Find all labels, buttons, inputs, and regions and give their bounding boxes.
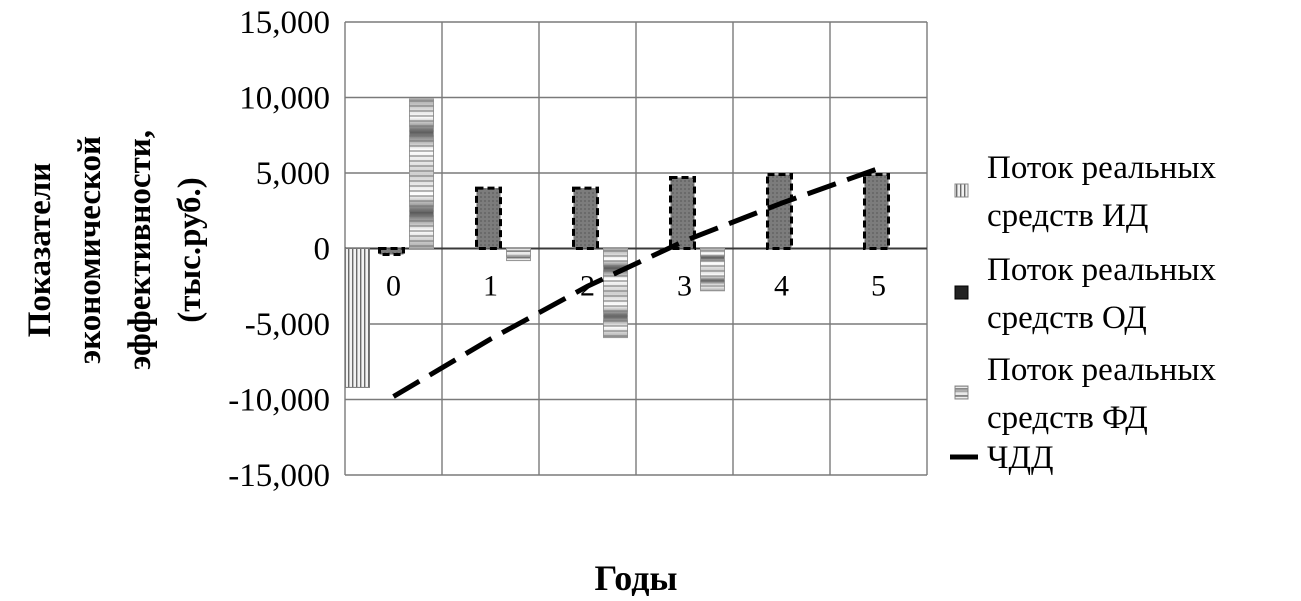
grid bbox=[344, 21, 928, 476]
bar-id bbox=[345, 248, 370, 388]
legend-label: Поток реальных средств ИД bbox=[987, 150, 1217, 234]
bar-od bbox=[766, 173, 793, 250]
y-tick-label: -5,000 bbox=[245, 307, 330, 343]
y-tick-label: 5,000 bbox=[256, 156, 330, 192]
y-axis-title-line: (тыс.руб.) bbox=[172, 177, 208, 323]
x-axis-title: Годы bbox=[594, 558, 677, 596]
y-tick-label: -10,000 bbox=[228, 383, 330, 419]
legend-symbol bbox=[954, 285, 969, 300]
legend-symbol bbox=[954, 183, 969, 198]
axis-labels: Показатели экономической эффективности, (ты… bbox=[22, 130, 678, 598]
legend: Поток реальных средств ИД Поток реальных ср… bbox=[950, 150, 1217, 476]
bar-od bbox=[863, 173, 890, 250]
tick-labels: 15,000 10,000 5,000 0 -5,000 -10,000 -15,000 0 1… bbox=[228, 5, 886, 494]
x-tick-label: 5 bbox=[871, 270, 886, 303]
y-tick-label: 10,000 bbox=[239, 81, 330, 117]
x-tick-label: 0 bbox=[386, 270, 401, 303]
legend-symbol-texture bbox=[955, 386, 968, 399]
bar-fd-texture bbox=[409, 99, 434, 249]
bar-fd-texture bbox=[700, 248, 725, 291]
line-series bbox=[392, 166, 880, 399]
y-axis-title-line: экономической bbox=[72, 136, 108, 364]
bar-od bbox=[572, 186, 599, 251]
x-tick-label: 4 bbox=[774, 270, 789, 303]
y-tick-label: 15,000 bbox=[239, 5, 330, 41]
x-tick-label: 3 bbox=[677, 270, 692, 303]
y-tick-label: -15,000 bbox=[228, 458, 330, 494]
y-axis-title-line: эффективности, bbox=[122, 130, 158, 370]
npv-line bbox=[392, 166, 880, 399]
bar-od bbox=[378, 247, 405, 257]
legend-label: ЧДД bbox=[987, 440, 1053, 476]
y-tick-label: 0 bbox=[314, 232, 331, 268]
x-tick-label: 1 bbox=[483, 270, 498, 303]
y-axis-title-line: Показатели bbox=[22, 163, 58, 337]
bar-fd-texture bbox=[603, 248, 628, 338]
bars bbox=[345, 98, 890, 388]
y-axis-title: Показатели экономической эффективности, (ты… bbox=[22, 130, 208, 370]
x-tick-label: 2 bbox=[580, 270, 595, 303]
legend-label: Поток реальных средств ФД bbox=[987, 352, 1217, 436]
bar-od bbox=[475, 186, 502, 251]
bar-fd-texture bbox=[506, 248, 531, 261]
legend-label: Поток реальных средств ОД bbox=[987, 252, 1217, 336]
